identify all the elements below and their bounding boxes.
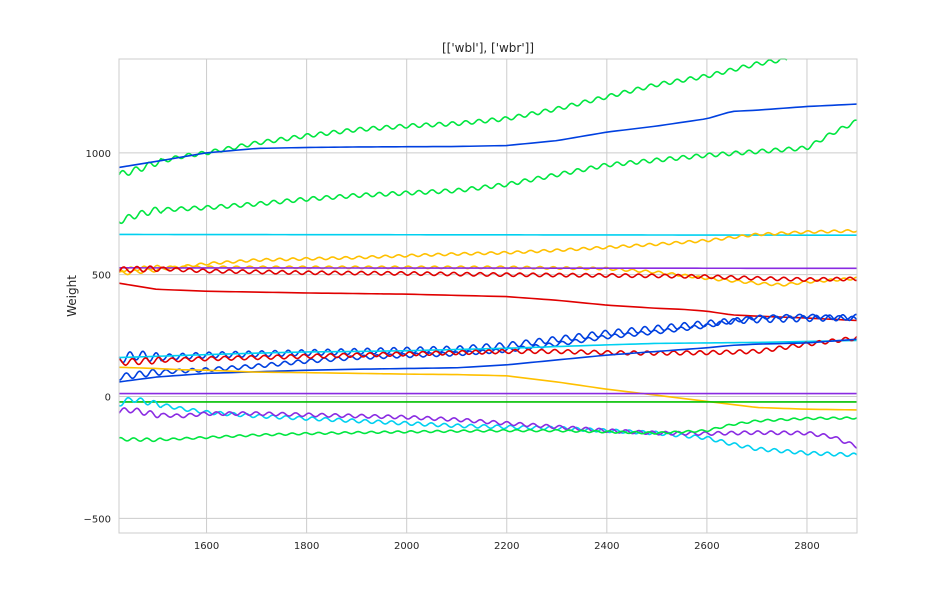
series-line (118, 119, 858, 225)
series-line (118, 366, 858, 411)
series-line (118, 58, 788, 176)
series-group (118, 58, 858, 458)
series-line (118, 103, 858, 169)
series-line (118, 416, 858, 443)
x-tick-label: 2200 (494, 541, 519, 552)
y-tick-label: 1000 (86, 149, 111, 160)
y-axis-label: Weight (65, 275, 79, 317)
plot-frame (118, 58, 858, 534)
y-tick-label: 0 (105, 393, 111, 404)
series-line (118, 396, 858, 458)
x-tick-labels: 1600 1800 2000 2200 2400 2600 2800 (194, 541, 820, 552)
x-tick-label: 2000 (394, 541, 419, 552)
series-line (119, 233, 858, 236)
series-line (118, 282, 858, 322)
series-line (118, 313, 858, 364)
x-tick-label: 2600 (694, 541, 719, 552)
chart-title: [['wbl'], ['wbr']] (442, 41, 534, 55)
series-line (118, 265, 857, 282)
series-line (118, 335, 858, 366)
series-line (118, 229, 858, 276)
y-tick-labels: −500 0 500 1000 (84, 149, 111, 526)
series-line (118, 339, 858, 359)
y-tick-label: −500 (84, 514, 111, 525)
x-tick-label: 1600 (194, 541, 219, 552)
series-line (118, 313, 858, 381)
series-line (118, 407, 858, 449)
x-tick-label: 2800 (794, 541, 819, 552)
x-tick-label: 1800 (294, 541, 319, 552)
y-tick-label: 500 (92, 271, 111, 282)
x-tick-label: 2400 (594, 541, 619, 552)
